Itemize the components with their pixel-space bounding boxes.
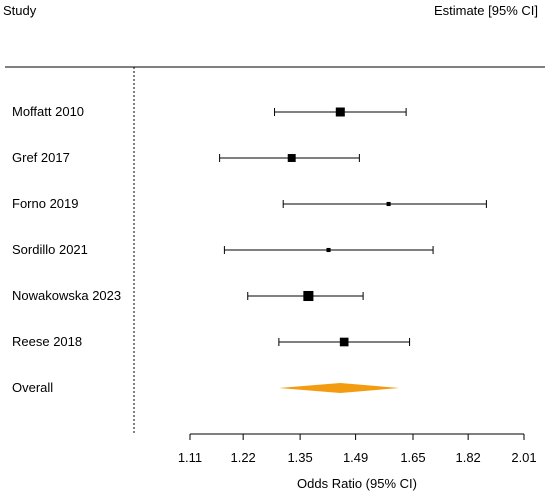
point-estimate (335, 107, 345, 117)
header-study: Study (3, 3, 37, 18)
study-row: Nowakowska 2023 (12, 288, 364, 303)
x-tick-label: 1.49 (343, 450, 368, 465)
x-tick-label: 2.01 (511, 450, 536, 465)
study-label: Gref 2017 (12, 150, 70, 165)
study-label: Reese 2018 (12, 334, 82, 349)
study-row: Moffatt 2010 (12, 104, 407, 119)
study-rows: Moffatt 2010 Gref 2017 Forno 2019 Sordillo … (12, 104, 487, 395)
study-label: Sordillo 2021 (12, 242, 88, 257)
point-estimate (303, 290, 314, 302)
x-axis: 1.11 1.22 1.35 1.49 1.65 1.82 2.01 (178, 433, 537, 465)
point-estimate (339, 337, 349, 347)
x-tick-label: 1.11 (178, 450, 202, 465)
study-row: Sordillo 2021 (12, 242, 434, 257)
overall-diamond (278, 383, 400, 393)
x-tick-label: 1.22 (230, 450, 255, 465)
x-axis-label: Odds Ratio (95% CI) (297, 476, 417, 491)
overall-row: Overall (12, 380, 400, 395)
x-tick-label: 1.82 (455, 450, 480, 465)
x-tick-label: 1.65 (400, 450, 425, 465)
study-label: Nowakowska 2023 (12, 288, 121, 303)
point-estimate (326, 247, 331, 253)
overall-label: Overall (12, 380, 53, 395)
study-label: Moffatt 2010 (12, 104, 84, 119)
study-row: Gref 2017 (12, 150, 360, 165)
x-tick-label: 1.35 (287, 450, 312, 465)
point-estimate (386, 201, 391, 207)
study-row: Reese 2018 (12, 334, 411, 349)
header-estimate: Estimate [95% CI] (434, 3, 538, 18)
study-label: Forno 2019 (12, 196, 79, 211)
point-estimate (287, 154, 296, 162)
study-row: Forno 2019 (12, 196, 487, 211)
